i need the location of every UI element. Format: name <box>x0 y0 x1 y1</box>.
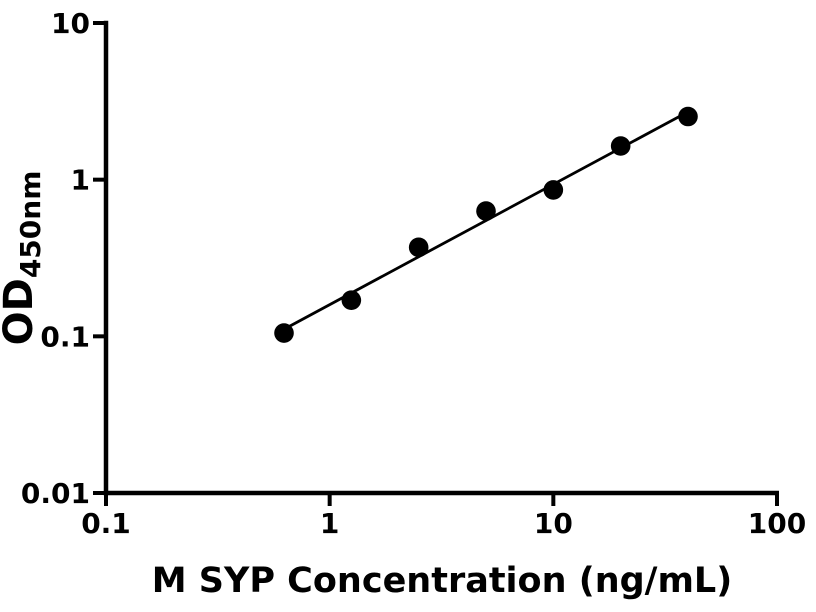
x-tick-label: 10 <box>534 507 573 540</box>
x-tick-label: 0.1 <box>81 507 131 540</box>
ticks <box>93 21 779 506</box>
y-axis-title-main: OD <box>0 278 42 345</box>
x-axis-title: M SYP Concentration (ng/mL) <box>152 561 732 601</box>
y-tick-label: 0.1 <box>40 320 90 353</box>
y-tick-label: 0.01 <box>21 477 90 510</box>
y-axis-title-subscript: 450nm <box>14 171 47 279</box>
y-tick-label: 1 <box>71 164 90 197</box>
y-axis-title: OD450nm <box>0 171 47 346</box>
data-point <box>476 201 496 221</box>
data-point <box>610 136 631 156</box>
data-point <box>274 323 294 343</box>
data-points <box>274 106 698 343</box>
x-tick-label: 1 <box>320 507 339 540</box>
axes <box>103 20 779 496</box>
y-tick-label: 10 <box>51 7 90 40</box>
data-point <box>408 237 429 258</box>
data-point <box>543 180 564 200</box>
data-point <box>341 290 362 311</box>
x-tick-label: 100 <box>748 507 806 540</box>
data-point <box>678 106 698 127</box>
